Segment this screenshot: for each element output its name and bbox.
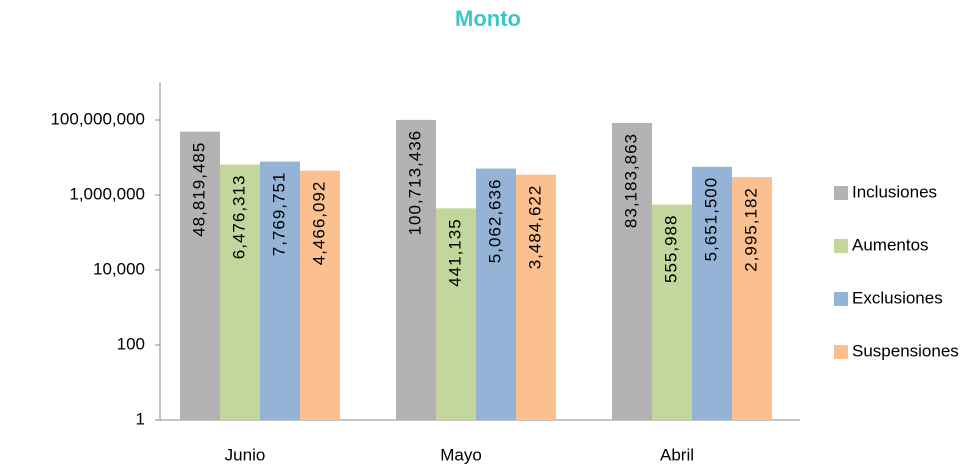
value-label: 100,713,436 (405, 130, 424, 236)
value-label: 6,476,313 (229, 175, 248, 260)
x-tick-label: Junio (225, 445, 266, 464)
bar (300, 170, 340, 420)
value-label: 48,819,485 (189, 142, 208, 237)
value-label: 5,062,636 (485, 179, 504, 264)
x-tick-label: Mayo (440, 445, 482, 464)
value-label: 5,651,500 (701, 177, 720, 262)
value-label: 4,466,092 (309, 181, 328, 266)
legend-label: Suspensiones (852, 341, 959, 360)
bar (260, 161, 300, 420)
bar (692, 166, 732, 420)
y-tick-label: 100,000,000 (50, 109, 145, 128)
legend-swatch (834, 239, 848, 253)
bar (516, 174, 556, 420)
bar (396, 119, 436, 421)
y-tick-label: 1,000,000 (69, 184, 145, 203)
legend-swatch (834, 186, 848, 200)
bar (180, 131, 220, 421)
chart-title: Monto (455, 6, 521, 31)
bar (652, 204, 692, 420)
y-tick-label: 1 (136, 409, 145, 428)
value-label: 3,484,622 (525, 185, 544, 270)
value-label: 555,988 (661, 215, 680, 283)
value-label: 83,183,863 (621, 133, 640, 228)
legend-label: Aumentos (852, 235, 929, 254)
x-tick-label: Abril (660, 445, 694, 464)
legend-swatch (834, 345, 848, 359)
bar (220, 164, 260, 420)
value-label: 7,769,751 (269, 172, 288, 257)
value-label: 441,135 (445, 218, 464, 286)
y-tick-label: 10,000 (93, 259, 145, 278)
legend-label: Inclusiones (852, 182, 937, 201)
legend-label: Exclusiones (852, 288, 943, 307)
bar (612, 122, 652, 420)
bar (436, 208, 476, 420)
bar (732, 177, 772, 420)
y-tick-label: 100 (117, 334, 145, 353)
legend-swatch (834, 292, 848, 306)
value-label: 2,995,182 (741, 187, 760, 272)
bar (476, 168, 516, 420)
